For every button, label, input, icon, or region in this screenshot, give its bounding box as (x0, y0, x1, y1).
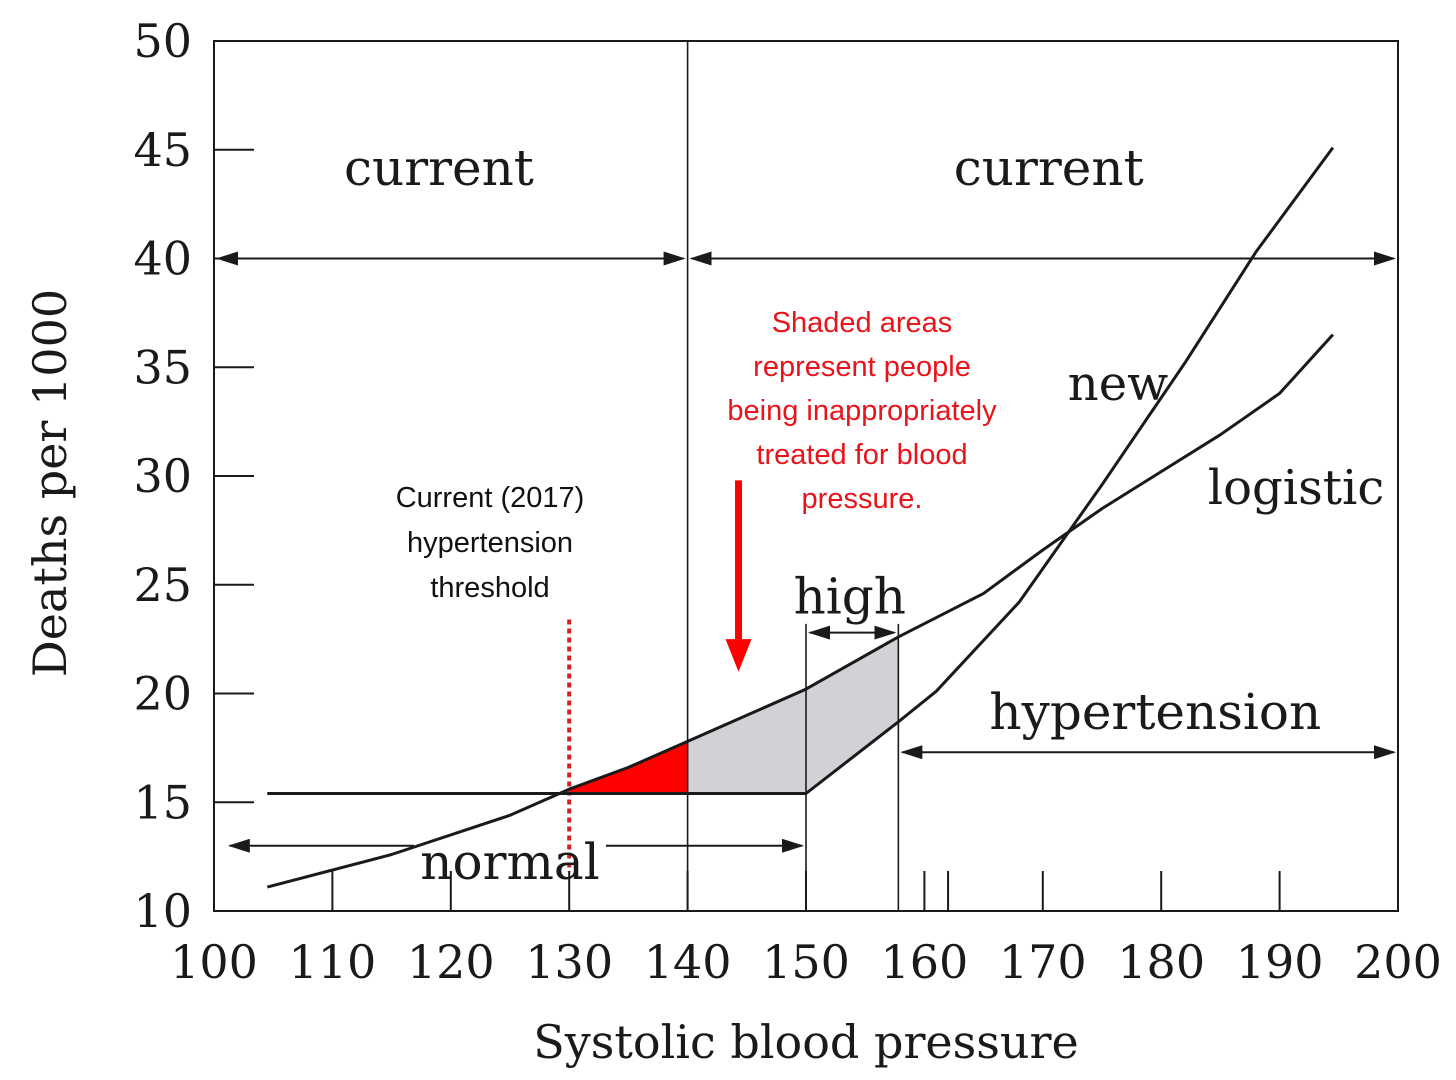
y-tick-label: 25 (133, 558, 192, 612)
x-tick-label: 180 (1117, 935, 1205, 989)
red-arrow-head (725, 639, 752, 672)
red-arrow (725, 480, 752, 672)
shaded-note-line: Shaded areas (772, 307, 953, 339)
y-tick-label: 20 (133, 667, 192, 721)
x-tick-label: 110 (288, 935, 376, 989)
series-line-logistic (266, 333, 1335, 889)
x-tick-label: 100 (170, 935, 258, 989)
shaded-note-line: being inappropriately (727, 395, 997, 427)
x-tick-label: 150 (762, 935, 850, 989)
shaded-note-line: represent people (753, 351, 971, 383)
y-tick-label: 30 (133, 449, 192, 503)
x-tick-label: 170 (999, 935, 1087, 989)
y-tick-label: 35 (133, 340, 192, 394)
notes: Current (2017) hypertension threshold Shade… (396, 307, 997, 604)
x-tick-label: 190 (1236, 935, 1324, 989)
x-axis-title: Systolic blood pressure (533, 1015, 1078, 1069)
labels: Systolic blood pressure Deaths per 1000 … (23, 139, 1384, 1069)
reference-lines (567, 41, 900, 911)
curves (266, 146, 1335, 889)
range-label-normal: normal (420, 833, 599, 891)
shaded-note-line: pressure. (802, 483, 923, 515)
y-axis-title: Deaths per 1000 (23, 289, 77, 677)
shaded-note-line: treated for blood (756, 439, 967, 471)
y-tick-label: 10 (133, 884, 192, 938)
x-tick-label: 160 (880, 935, 968, 989)
threshold-note-line: hypertension (407, 527, 573, 559)
curve-label-new: new (1068, 356, 1168, 412)
range-label-current: current (954, 139, 1144, 197)
y-tick-label: 45 (133, 123, 192, 177)
range-label-high: high (794, 568, 906, 626)
shaded-region-2 (686, 635, 900, 795)
threshold-note-line: Current (2017) (396, 482, 585, 514)
y-tick-label: 50 (133, 14, 192, 68)
ticks: 100 110 120 130 140 150 160 170 180 190 200 10 15 20 2… (133, 14, 1441, 989)
range-label-current: current (344, 139, 534, 197)
x-tick-label: 200 (1354, 935, 1442, 989)
threshold-note-line: threshold (430, 572, 549, 604)
y-tick-label: 40 (133, 232, 192, 286)
series-line-new (267, 146, 1335, 795)
x-tick-label: 140 (644, 935, 732, 989)
curve-label-logistic: logistic (1208, 460, 1384, 516)
range-arrows (216, 251, 1396, 853)
x-tick-label: 130 (525, 935, 613, 989)
x-tick-label: 120 (407, 935, 495, 989)
y-tick-label: 15 (133, 775, 192, 829)
range-label-hypertension: hypertension (989, 683, 1321, 741)
